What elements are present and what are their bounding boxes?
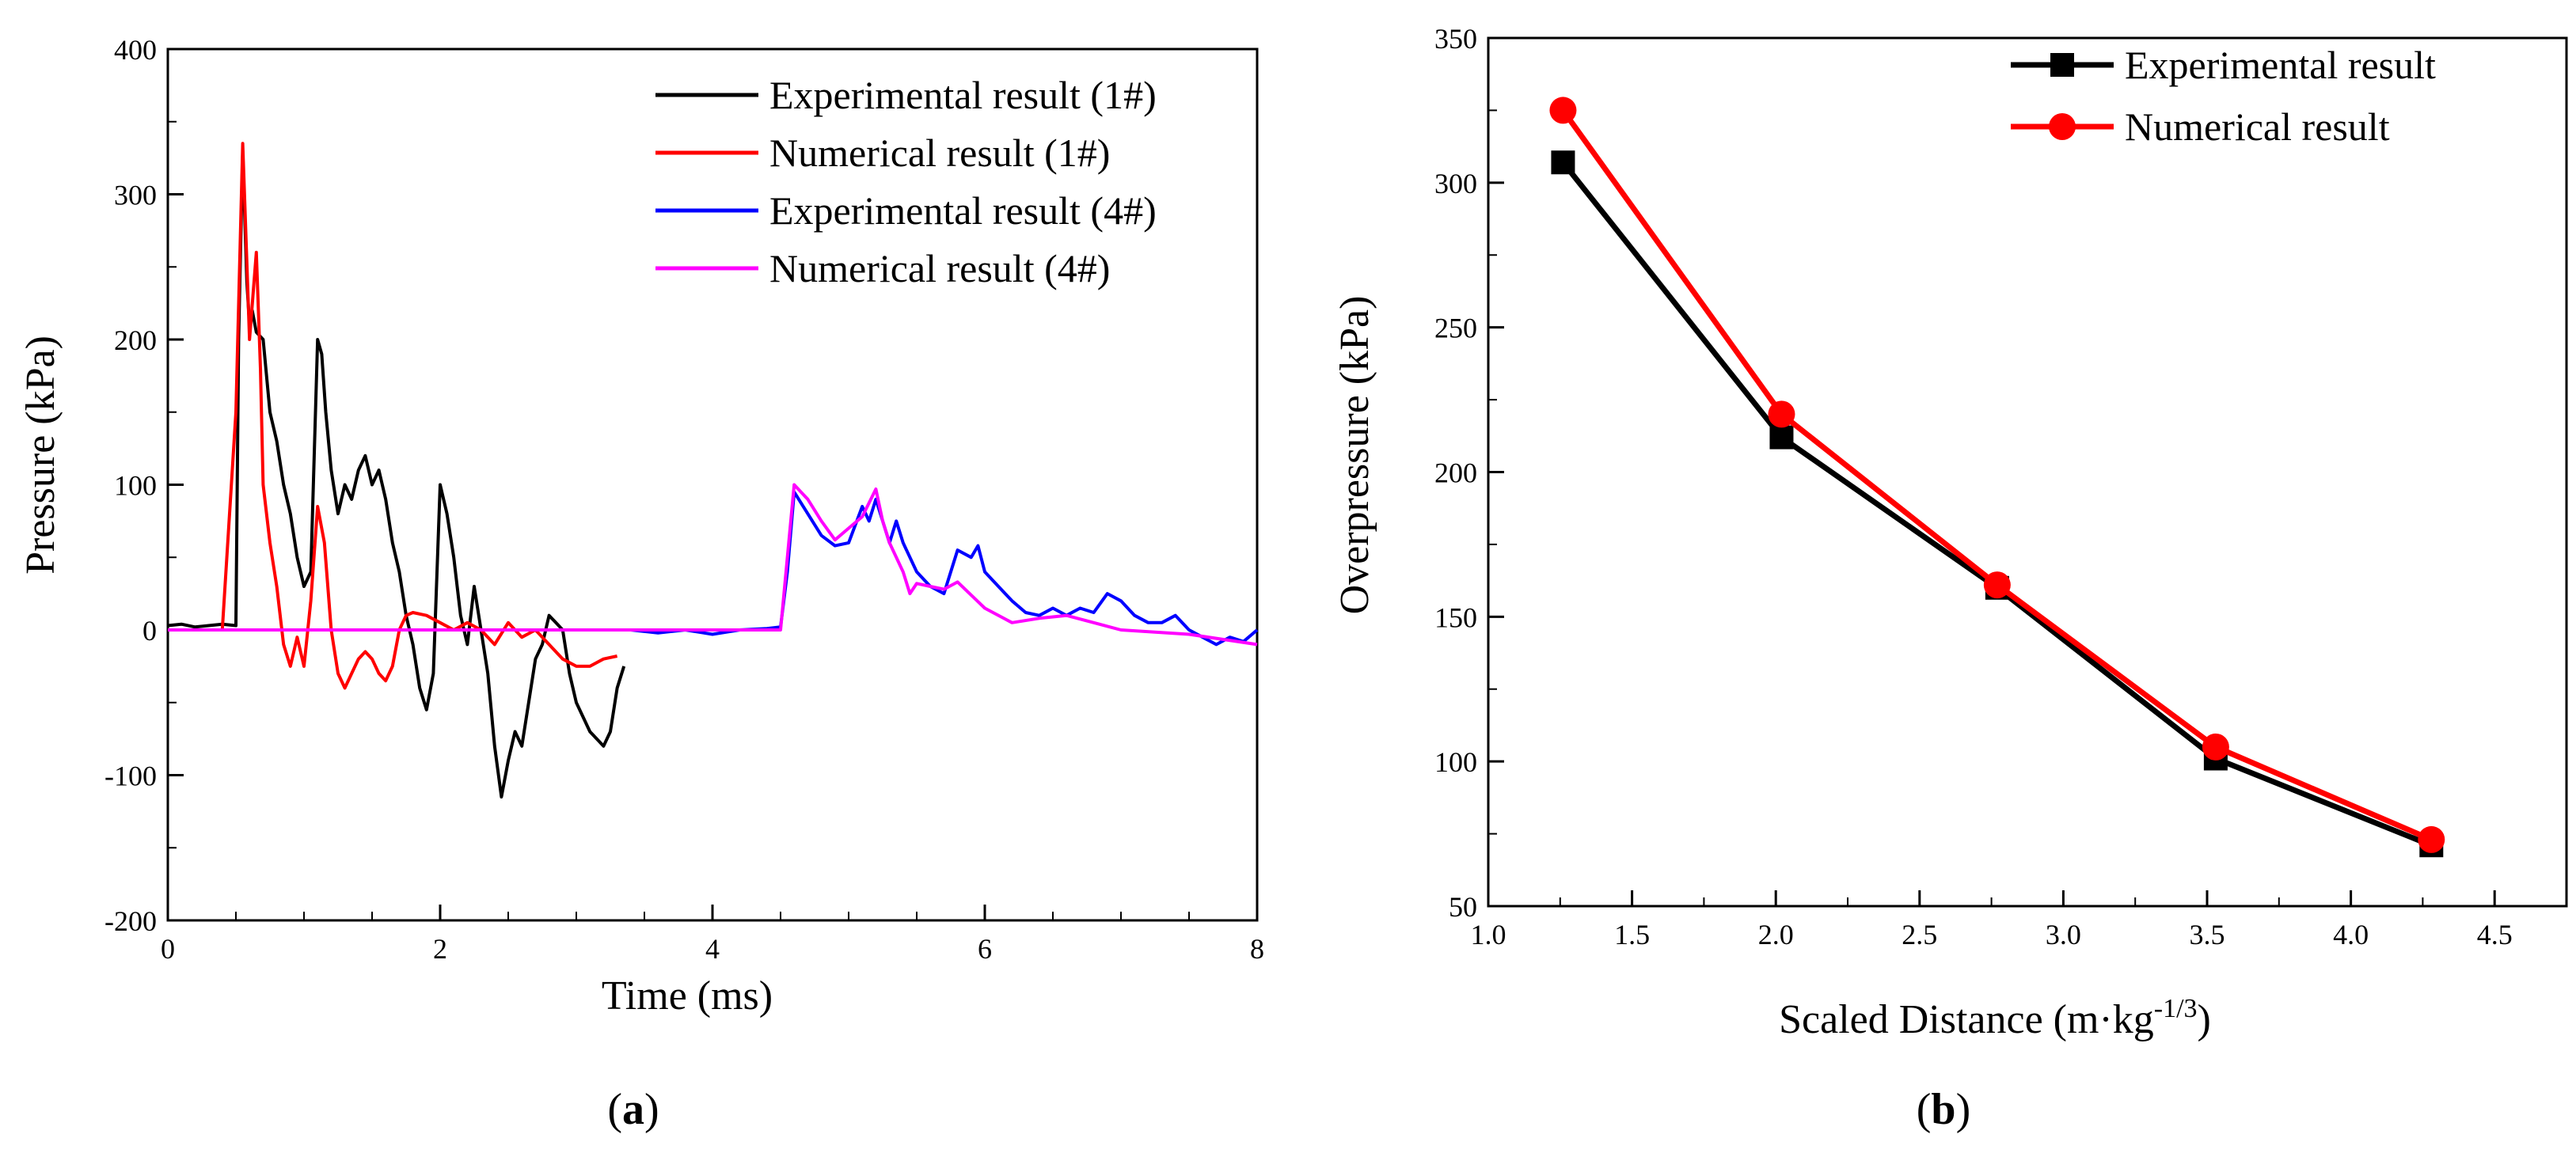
x-tick-label: 0 xyxy=(161,933,175,965)
x-tick-label: 2.5 xyxy=(1902,919,1937,950)
legend-marker-circle xyxy=(2049,113,2076,140)
point-marker-circle xyxy=(2418,825,2445,853)
x-tick-label: 3.0 xyxy=(2046,919,2081,950)
point-marker-circle xyxy=(2202,733,2229,761)
chart-b-xlabel-sup: -1/3 xyxy=(2154,994,2198,1023)
plot-frame xyxy=(166,47,1259,922)
y-tick-label: 50 xyxy=(1449,891,1477,923)
point-marker-circle xyxy=(1768,400,1795,428)
panel-label-a: (a) xyxy=(607,1085,659,1134)
chart-b-xlabel-main: Scaled Distance (m·kg xyxy=(1779,997,2154,1042)
plot-frame xyxy=(1487,36,2568,908)
legend-label-2: Experimental result (4#) xyxy=(769,188,1157,233)
y-tick-label: 100 xyxy=(114,470,157,502)
y-tick-label: 200 xyxy=(1434,457,1477,489)
chart-a-legend: Experimental result (1#) Numerical result… xyxy=(655,73,1157,290)
series-line-1 xyxy=(168,142,618,690)
x-tick-label: 4 xyxy=(705,933,720,965)
point-marker-circle xyxy=(1983,571,2011,599)
x-tick-label: 2.0 xyxy=(1758,919,1794,950)
chart-a: 0 2 4 6 8 -200 -100 0 100 200 300 400 Time (ms) Pre… xyxy=(18,34,1264,1019)
legend-marker-square xyxy=(2050,53,2074,77)
y-tick-label: 100 xyxy=(1434,746,1477,778)
series-line-0 xyxy=(167,149,626,799)
chart-b-series xyxy=(1549,97,2445,858)
x-tick-label: 6 xyxy=(978,933,992,965)
point-marker-circle xyxy=(1549,97,1577,124)
chart-a-xlabel: Time (ms) xyxy=(602,973,773,1019)
point-marker-square xyxy=(1769,425,1794,450)
chart-a-tick-labels: 0 2 4 6 8 -200 -100 0 100 200 300 400 xyxy=(104,34,1264,965)
x-tick-label: 1.5 xyxy=(1614,919,1650,950)
y-tick-label: 250 xyxy=(1434,313,1477,344)
y-tick-label: 300 xyxy=(114,180,157,211)
chart-b-tick-labels: 1.0 1.5 2.0 2.5 3.0 3.5 4.0 4.5 50 100 150 200 250 30… xyxy=(1434,23,2513,950)
x-tick-label: 2 xyxy=(433,933,447,965)
legend-label-0: Experimental result xyxy=(2125,43,2436,87)
series-line-3 xyxy=(168,483,1258,647)
chart-a-ylabel: Pressure (kPa) xyxy=(18,336,63,575)
x-tick-label: 8 xyxy=(1250,933,1264,965)
chart-b-ylabel: Overpressure (kPa) xyxy=(1332,296,1377,615)
y-tick-label: 200 xyxy=(114,324,157,356)
y-tick-label: 150 xyxy=(1434,601,1477,633)
chart-b: 1.0 1.5 2.0 2.5 3.0 3.5 4.0 4.5 50 100 150 200 250 30… xyxy=(1332,23,2568,1042)
y-tick-label: -200 xyxy=(104,905,157,937)
x-tick-label: 4.5 xyxy=(2477,919,2513,950)
series-line-0 xyxy=(1560,161,2433,848)
legend-label-1: Numerical result xyxy=(2125,104,2390,149)
y-tick-label: 350 xyxy=(1434,23,1477,55)
chart-b-xlabel-end: ) xyxy=(2198,997,2211,1042)
chart-a-series xyxy=(167,142,1259,799)
point-marker-square xyxy=(1551,150,1575,175)
x-tick-label: 4.0 xyxy=(2333,919,2369,950)
legend-label-1: Numerical result (1#) xyxy=(769,131,1110,175)
series-line-1 xyxy=(1560,108,2433,843)
chart-b-xlabel: Scaled Distance (m·kg-1/3) xyxy=(1779,994,2211,1042)
y-tick-label: -100 xyxy=(104,761,157,792)
chart-b-legend: Experimental result Numerical result xyxy=(2011,43,2436,149)
panel-label-b: (b) xyxy=(1917,1085,1970,1134)
legend-label-0: Experimental result (1#) xyxy=(769,73,1157,117)
x-tick-label: 1.0 xyxy=(1471,919,1506,950)
legend-label-3: Numerical result (4#) xyxy=(769,246,1110,290)
y-tick-label: 400 xyxy=(114,34,157,66)
series-line-2 xyxy=(630,490,1259,647)
chart-b-axes xyxy=(1487,36,2568,908)
chart-a-axes xyxy=(166,47,1259,922)
y-tick-label: 300 xyxy=(1434,168,1477,199)
x-tick-label: 3.5 xyxy=(2190,919,2225,950)
y-tick-label: 0 xyxy=(142,615,157,647)
